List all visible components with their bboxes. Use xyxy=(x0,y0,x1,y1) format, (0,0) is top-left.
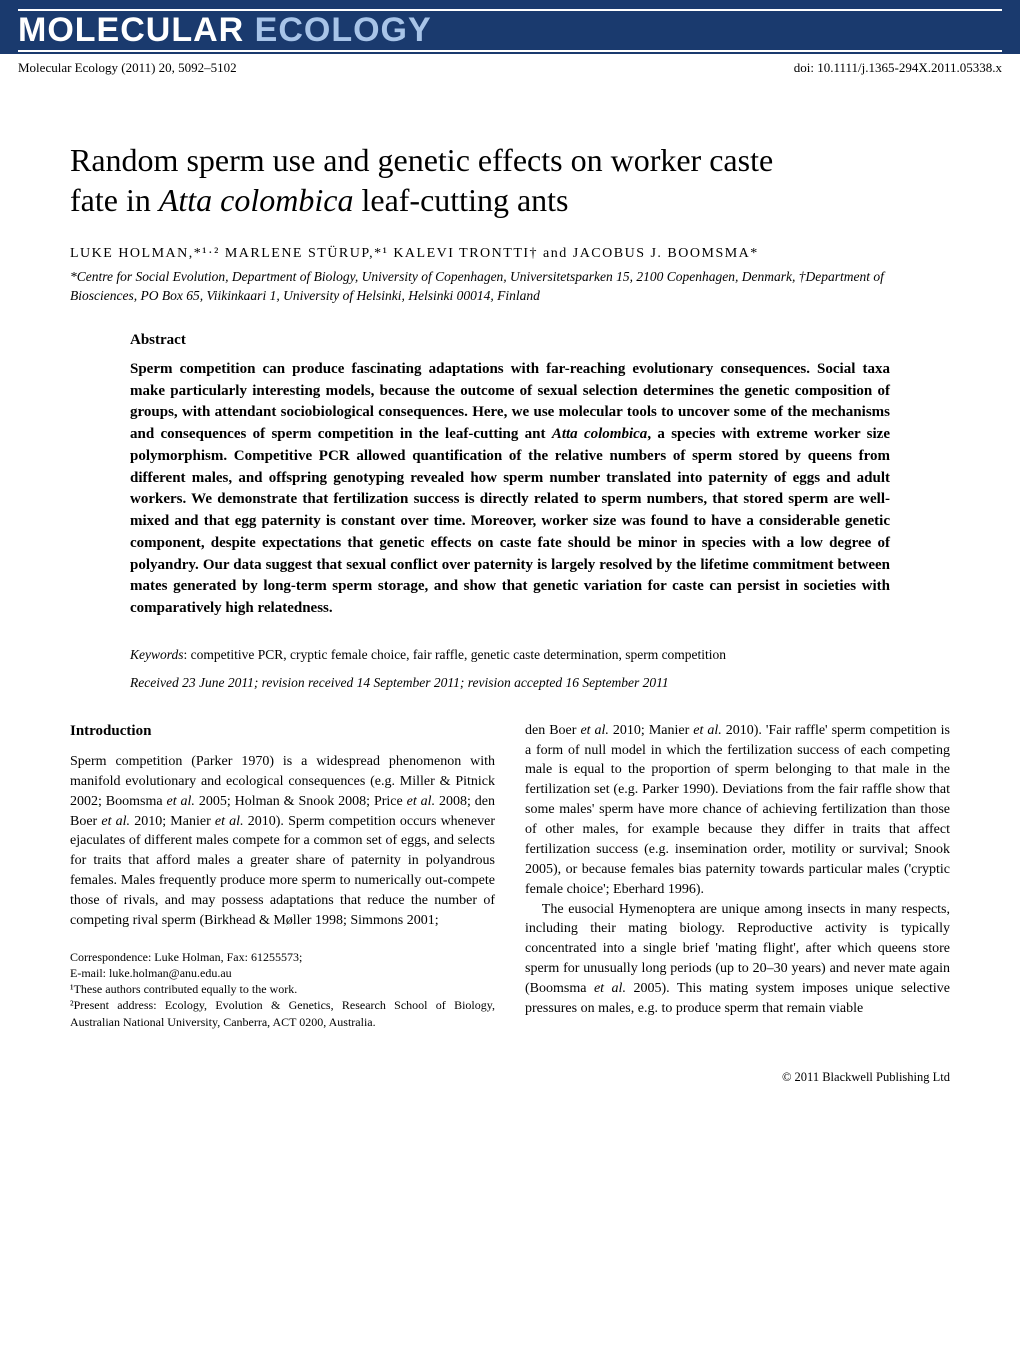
left-column: Introduction Sperm competition (Parker 1… xyxy=(70,721,495,1030)
intro-para-2: The eusocial Hymenoptera are unique amon… xyxy=(525,900,950,1019)
header-row: Molecular Ecology (2011) 20, 5092–5102 d… xyxy=(0,54,1020,80)
doi: doi: 10.1111/j.1365-294X.2011.05338.x xyxy=(794,60,1002,76)
t: et al. xyxy=(407,794,435,809)
footnote-equal: ¹These authors contributed equally to th… xyxy=(70,981,495,997)
affiliations: *Centre for Social Evolution, Department… xyxy=(70,268,950,306)
article-title: Random sperm use and genetic effects on … xyxy=(70,140,950,220)
t: et al. xyxy=(580,723,609,738)
t: den Boer xyxy=(525,723,580,738)
journal-banner: MOLECULAR ECOLOGY xyxy=(0,0,1020,54)
journal-name-light: ECOLOGY xyxy=(244,11,431,49)
journal-name-strong: MOLECULAR xyxy=(18,11,244,49)
intro-heading: Introduction xyxy=(70,721,495,742)
intro-para-1-cont: den Boer et al. 2010; Manier et al. 2010… xyxy=(525,721,950,900)
received: Received 23 June 2011; revision received… xyxy=(130,675,890,691)
keywords-label: Keywords xyxy=(130,647,184,662)
keywords: Keywords: competitive PCR, cryptic femal… xyxy=(130,646,890,665)
authors: LUKE HOLMAN,*¹·² MARLENE STÜRUP,*¹ KALEV… xyxy=(70,246,950,262)
content: Random sperm use and genetic effects on … xyxy=(0,80,1020,1060)
intro-para-1: Sperm competition (Parker 1970) is a wid… xyxy=(70,752,495,931)
t: 2010; Manier xyxy=(130,814,215,829)
t: et al. xyxy=(215,814,244,829)
t: 2005; Holman & Snook 2008; Price xyxy=(195,794,407,809)
abstract-block: Abstract Sperm competition can produce f… xyxy=(130,332,890,620)
abstract-heading: Abstract xyxy=(130,332,890,349)
footnote-correspondence: Correspondence: Luke Holman, Fax: 612555… xyxy=(70,949,495,965)
footnote-address: ²Present address: Ecology, Evolution & G… xyxy=(70,997,495,1029)
t: et al. xyxy=(101,814,130,829)
right-column: den Boer et al. 2010; Manier et al. 2010… xyxy=(525,721,950,1030)
t: et al. xyxy=(167,794,195,809)
t: et al. xyxy=(594,981,626,996)
journal-name: MOLECULAR ECOLOGY xyxy=(18,11,432,49)
t: et al. xyxy=(693,723,722,738)
t: 2010; Manier xyxy=(609,723,693,738)
keywords-text: : competitive PCR, cryptic female choice… xyxy=(184,647,727,662)
title-species: Atta colombica xyxy=(159,182,354,218)
title-line2-post: leaf-cutting ants xyxy=(353,182,568,218)
footnotes: Correspondence: Luke Holman, Fax: 612555… xyxy=(70,949,495,1030)
citation: Molecular Ecology (2011) 20, 5092–5102 xyxy=(18,60,237,76)
journal-banner-inner: MOLECULAR ECOLOGY xyxy=(18,9,1002,52)
columns: Introduction Sperm competition (Parker 1… xyxy=(70,721,950,1030)
title-line1: Random sperm use and genetic effects on … xyxy=(70,142,773,178)
abstract-post: , a species with extreme worker size pol… xyxy=(130,426,890,616)
abstract-body: Sperm competition can produce fascinatin… xyxy=(130,359,890,620)
copyright: © 2011 Blackwell Publishing Ltd xyxy=(0,1060,1020,1103)
footnote-email: E-mail: luke.holman@anu.edu.au xyxy=(70,965,495,981)
title-line2-pre: fate in xyxy=(70,182,159,218)
abstract-species: Atta colombica xyxy=(552,426,647,442)
t: 2010). Sperm competition occurs whenever… xyxy=(70,814,495,928)
t: 2010). 'Fair raffle' sperm competition i… xyxy=(525,723,950,897)
